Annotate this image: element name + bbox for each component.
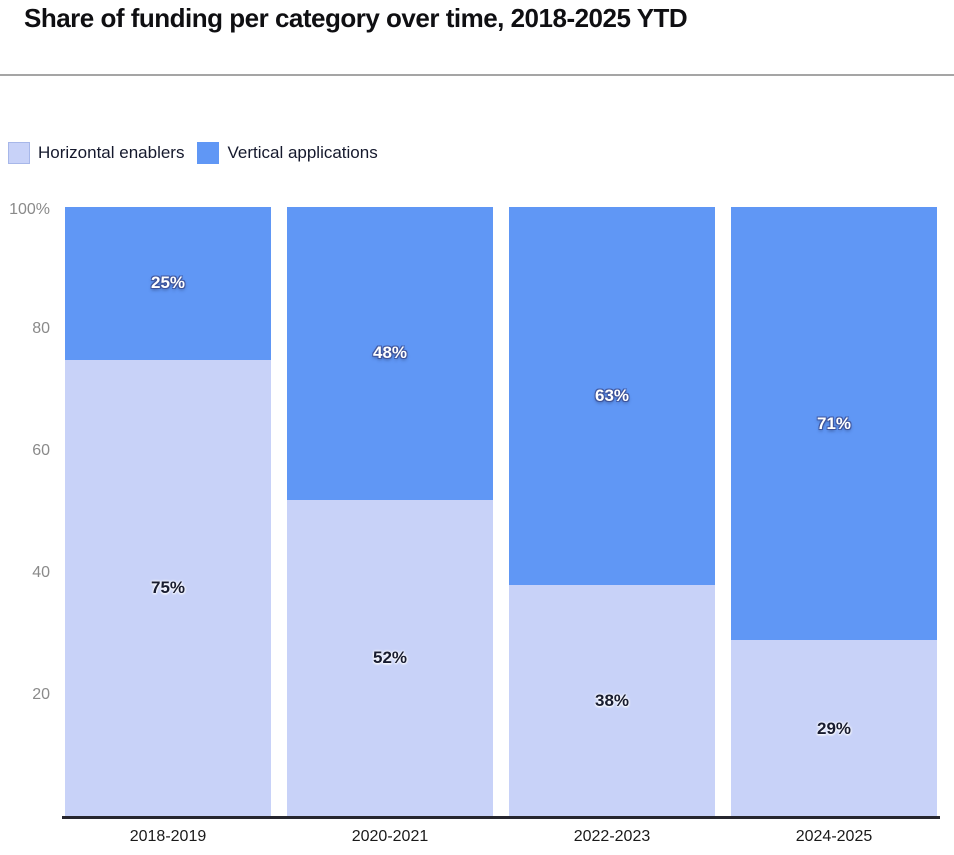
legend-label-vertical-applications: Vertical applications	[227, 143, 378, 162]
bar-column: 63% 38%	[509, 207, 715, 817]
x-label-2020-2021: 2020-2021	[351, 828, 429, 845]
segment-vertical-applications: 71%	[731, 207, 937, 641]
y-axis: 100% 80 60 40 20	[0, 201, 50, 817]
segment-vertical-applications: 48%	[287, 207, 493, 500]
segment-horizontal-enablers: 38%	[509, 585, 715, 817]
bar-column: 25% 75%	[65, 207, 271, 817]
segment-value-label: 63%	[594, 386, 630, 406]
segment-vertical-applications: 63%	[509, 207, 715, 586]
legend-swatch-vertical-applications	[197, 142, 220, 164]
segment-value-label: 25%	[150, 273, 186, 293]
bars-container: 25% 75% 48% 52% 63% 38% 71%	[65, 207, 937, 817]
segment-horizontal-enablers: 75%	[65, 359, 271, 817]
legend-swatch-horizontal-enablers	[8, 142, 30, 164]
y-tick-60: 60	[32, 442, 50, 459]
segment-value-label: 38%	[594, 691, 630, 711]
segment-value-label: 48%	[372, 343, 408, 363]
x-axis-line	[62, 816, 940, 819]
segment-value-label: 52%	[372, 648, 408, 668]
segment-value-label: 71%	[816, 413, 852, 433]
y-tick-40: 40	[32, 564, 50, 581]
bar-column: 48% 52%	[287, 207, 493, 817]
y-tick-20: 20	[32, 686, 50, 703]
y-tick-80: 80	[32, 320, 50, 337]
segment-vertical-applications: 25%	[65, 207, 271, 360]
legend-label-horizontal-enablers: Horizontal enablers	[38, 143, 185, 162]
segment-value-label: 29%	[816, 718, 852, 738]
plot-area: 25% 75% 48% 52% 63% 38% 71%	[62, 207, 940, 819]
bar-column: 71% 29%	[731, 207, 937, 817]
segment-horizontal-enablers: 29%	[731, 640, 937, 817]
segment-value-label: 75%	[150, 578, 186, 598]
segment-horizontal-enablers: 52%	[287, 499, 493, 817]
title-divider	[0, 74, 954, 76]
chart-title: Share of funding per category over time,…	[24, 3, 688, 33]
legend-item-vertical-applications: Vertical applications	[197, 142, 378, 164]
x-label-2018-2019: 2018-2019	[129, 828, 207, 845]
x-label-2022-2023: 2022-2023	[573, 828, 651, 845]
y-tick-100: 100%	[9, 201, 50, 219]
legend-item-horizontal-enablers: Horizontal enablers	[8, 142, 184, 164]
x-label-2024-2025: 2024-2025	[795, 828, 873, 845]
legend: Horizontal enablers Vertical application…	[8, 142, 378, 164]
x-axis-labels: 2018-2019 2020-2021 2022-2023 2024-2025	[65, 828, 937, 846]
